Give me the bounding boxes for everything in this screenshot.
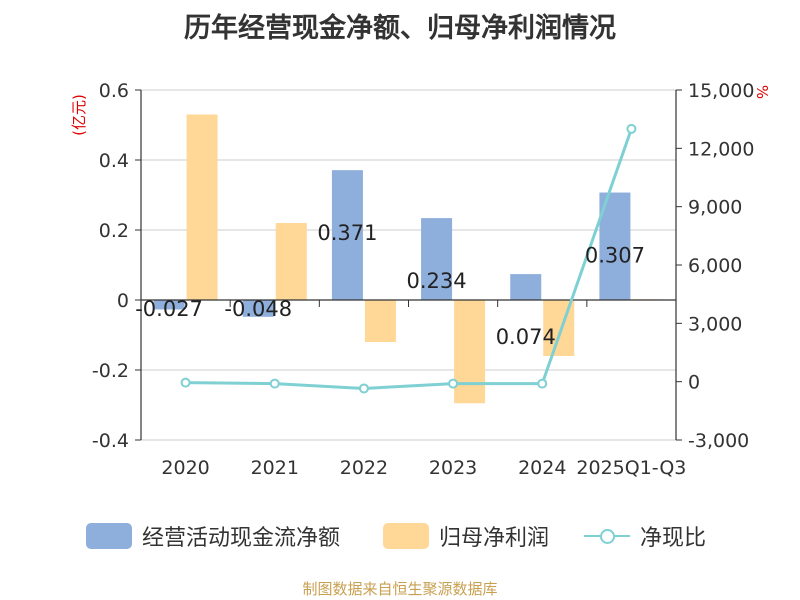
left-axis-tick-label: 0.6 xyxy=(99,80,129,102)
x-axis-category-label: 2021 xyxy=(251,457,299,479)
legend-label-ratio: 净现比 xyxy=(640,526,707,551)
legend-label-operating-cash-flow: 经营活动现金流净额 xyxy=(142,526,341,551)
legend: 经营活动现金流净额 归母净利润 净现比 xyxy=(0,518,800,554)
x-axis-category-label: 2020 xyxy=(161,457,209,479)
x-axis-category-label: 2022 xyxy=(340,457,388,479)
ratio-point xyxy=(448,378,459,389)
left-axis-tick-label: 0.2 xyxy=(99,220,129,242)
bar-net-profit xyxy=(454,300,486,404)
bar-operating-cash-flow xyxy=(599,192,631,300)
right-axis-tick-label: 6,000 xyxy=(688,255,742,277)
data-label-operating-cash-flow: 0.234 xyxy=(407,269,467,293)
data-label-operating-cash-flow: -0.027 xyxy=(135,297,203,321)
x-axis-category-label: 2025Q1-Q3 xyxy=(576,457,686,479)
right-axis-tick-label: 9,000 xyxy=(688,197,742,219)
ratio-point xyxy=(180,377,191,388)
bar-operating-cash-flow xyxy=(510,274,542,300)
right-axis-ticks: 15,000 12,000 9,000 6,000 3,000 0 -3,000 xyxy=(688,80,754,452)
ratio-line xyxy=(185,128,633,390)
ratio-line-group xyxy=(180,123,637,394)
right-axis-tick-label: 12,000 xyxy=(688,138,754,160)
x-axis-ticks: 2020 2021 2022 2023 2024 2025Q1-Q3 xyxy=(161,457,686,479)
bar-net-profit xyxy=(186,114,218,300)
data-labels: -0.027 -0.048 0.371 0.234 0.074 0.307 xyxy=(135,221,645,349)
left-axis-tick-label: -0.2 xyxy=(92,360,129,382)
right-axis-tick-label: 15,000 xyxy=(688,80,754,102)
bar-net-profit xyxy=(275,223,307,300)
data-label-operating-cash-flow: 0.074 xyxy=(496,325,556,349)
legend-swatch-net-profit xyxy=(383,523,429,549)
legend-item-ratio[interactable]: 净现比 xyxy=(584,518,706,554)
axes-group xyxy=(135,89,682,441)
legend-marker-ratio xyxy=(584,523,630,549)
left-axis-unit: (亿元) xyxy=(70,94,88,136)
x-axis-category-label: 2023 xyxy=(429,457,477,479)
legend-item-operating-cash-flow[interactable]: 经营活动现金流净额 xyxy=(86,518,340,554)
bar-operating-cash-flow xyxy=(242,300,274,317)
legend-label-net-profit: 归母净利润 xyxy=(439,526,550,551)
ratio-point xyxy=(269,378,280,389)
bar-operating-cash-flow xyxy=(331,170,363,300)
bar-net-profit xyxy=(364,300,396,342)
chart-canvas: 0.6 0.4 0.2 0 -0.2 -0.4 15,000 12,000 9,000 6,00… xyxy=(70,80,771,479)
data-label-operating-cash-flow: -0.048 xyxy=(224,297,292,321)
bars-group xyxy=(153,114,664,404)
left-axis-ticks: 0.6 0.4 0.2 0 -0.2 -0.4 xyxy=(92,80,129,452)
right-axis-tick-label: 3,000 xyxy=(688,313,742,335)
right-axis-tick-label: -3,000 xyxy=(688,430,749,452)
ratio-point xyxy=(358,383,369,394)
right-axis-tick-label: 0 xyxy=(688,372,700,394)
legend-item-net-profit[interactable]: 归母净利润 xyxy=(383,518,549,554)
left-axis-tick-label: 0.4 xyxy=(99,150,129,172)
ratio-point xyxy=(626,123,637,134)
source-note: 制图数据来自恒生聚源数据库 xyxy=(302,580,498,598)
left-axis-tick-label: -0.4 xyxy=(92,430,129,452)
data-label-operating-cash-flow: 0.307 xyxy=(585,244,645,268)
chart-title: 历年经营现金净额、归母净利润情况 xyxy=(184,13,616,44)
left-axis-tick-label: 0 xyxy=(117,290,129,312)
ratio-point xyxy=(537,378,548,389)
right-axis-unit: % xyxy=(753,85,771,99)
legend-swatch-operating-cash-flow xyxy=(86,523,132,549)
bar-operating-cash-flow xyxy=(421,218,453,300)
x-axis-category-label: 2024 xyxy=(518,457,566,479)
data-label-operating-cash-flow: 0.371 xyxy=(317,221,377,245)
bar-operating-cash-flow xyxy=(153,300,185,310)
